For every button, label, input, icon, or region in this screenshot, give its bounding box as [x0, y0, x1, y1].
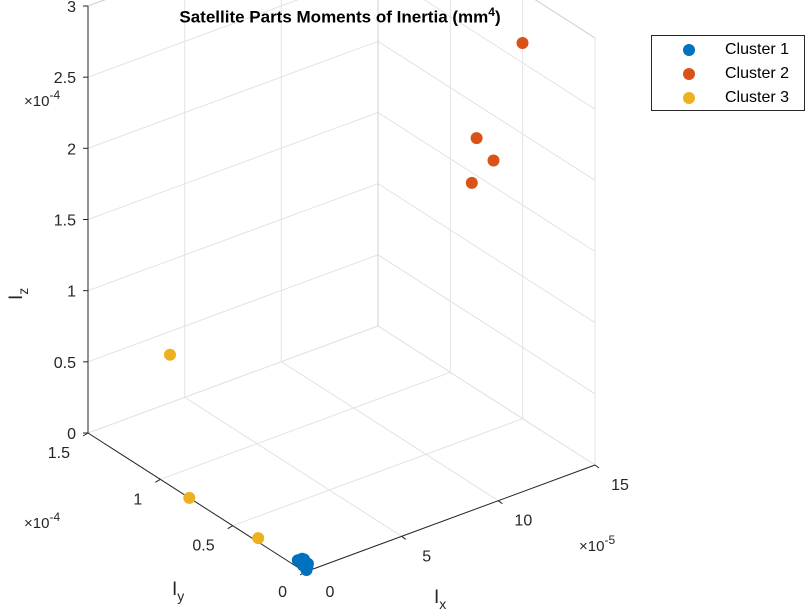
y-tick-label: 1.5: [48, 445, 70, 462]
side-wall-grid-z: [377, 112, 596, 252]
side-wall-grid-z: [423, 0, 596, 110]
legend-marker-cluster-3: [683, 92, 695, 104]
y-tick-label: 1: [133, 491, 142, 508]
z-tick-label: 3: [67, 0, 76, 16]
data-point-cluster-2: [487, 154, 500, 167]
chart-title-superscript: 4: [488, 5, 495, 19]
axis-labels: Ix Iy Iz: [6, 288, 446, 612]
legend-label-cluster-1: Cluster 1: [725, 41, 790, 58]
z-tick-label: 1.5: [54, 213, 76, 230]
legend-item-cluster-3: Cluster 3: [652, 86, 804, 110]
data-point-cluster-2: [470, 132, 483, 145]
data-point-cluster-3: [252, 532, 265, 545]
x-tick-label: 5: [422, 548, 431, 565]
y-axis-label-subscript: y: [177, 588, 184, 604]
y-tick-label: 0: [278, 584, 287, 601]
side-wall-grid-z: [377, 183, 596, 324]
legend-label-cluster-3: Cluster 3: [725, 89, 790, 106]
x-tick-mark: [498, 500, 503, 505]
x-tick-mark: [401, 535, 406, 540]
y-exponent-label: ×10-4: [24, 510, 60, 532]
floor-grid-y: [232, 418, 523, 527]
back-wall-grid-z: [87, 40, 379, 149]
x-tick-mark: [594, 464, 600, 469]
data-point-cluster-1: [298, 553, 310, 566]
data-point-cluster-2: [465, 176, 478, 189]
data-points: [164, 37, 529, 576]
data-point-cluster-3: [183, 491, 196, 504]
legend-label-cluster-2: Cluster 2: [725, 65, 790, 82]
floor-grid-y: [160, 371, 451, 480]
back-wall-grid-z: [87, 254, 379, 363]
side-wall-grid-z: [377, 40, 596, 181]
x-exponent-label: ×10-5: [579, 533, 615, 555]
y-axis-line: [87, 432, 306, 573]
z-axis-label: Iz: [6, 288, 31, 300]
back-wall-grid-z: [87, 325, 379, 434]
x-exponent-label-power: -5: [604, 533, 615, 547]
legend-marker-cluster-2: [683, 68, 695, 80]
x-axis-label: Ix: [434, 587, 446, 612]
y-exponent-label-power: -4: [49, 510, 60, 524]
z-tick-label: 1: [67, 284, 76, 301]
x-axis-line: [304, 464, 596, 573]
data-point-cluster-3: [164, 348, 176, 361]
side-wall-grid-z: [377, 254, 596, 395]
axis-lines: [82, 5, 600, 576]
y-tick-label: 0.5: [192, 538, 214, 555]
y-tick-mark: [155, 478, 161, 483]
tick-labels: 0 5 10 15 0 0.5 1 1.5 0 0.5 1 1.5 2 2.5 3 ×10-4 ×10-4 ×10…: [24, 0, 629, 601]
side-wall-grid-z: [377, 325, 596, 466]
data-point-cluster-2: [516, 37, 529, 49]
z-tick-label: 0.5: [54, 355, 76, 372]
chart-title: Satellite Parts Moments of Inertia (mm4): [0, 5, 680, 28]
z-tick-label: 2.5: [54, 70, 76, 87]
z-exponent-label-power: -4: [49, 88, 60, 102]
x-axis-label-subscript: x: [439, 596, 446, 612]
legend-item-cluster-1: Cluster 1: [652, 38, 804, 62]
x-tick-label: 15: [611, 477, 629, 494]
z-exponent-label: ×10-4: [24, 88, 60, 110]
legend-marker-cluster-1: [683, 44, 695, 56]
x-tick-label: 0: [326, 584, 335, 601]
z-tick-label: 2: [67, 141, 76, 158]
back-wall-grid-z: [87, 183, 379, 292]
floor-grid-x: [281, 361, 499, 502]
z-axis-label-subscript: z: [15, 288, 31, 295]
y-axis-label: Iy: [172, 579, 184, 604]
legend-item-cluster-2: Cluster 2: [652, 62, 804, 86]
legend: Cluster 1 Cluster 2 Cluster 3: [651, 35, 805, 111]
grid-lines: [87, 0, 596, 573]
chart-title-text: Satellite Parts Moments of Inertia (mm: [179, 7, 489, 27]
back-wall-grid-z: [87, 0, 299, 78]
back-wall-grid-z: [87, 112, 379, 220]
z-tick-label: 0: [67, 426, 76, 443]
x-tick-label: 10: [514, 513, 532, 530]
y-tick-mark: [227, 525, 233, 530]
box-edge-top-side: [534, 0, 596, 39]
chart-title-close-paren: ): [494, 7, 501, 27]
floor-grid-x: [184, 396, 402, 537]
